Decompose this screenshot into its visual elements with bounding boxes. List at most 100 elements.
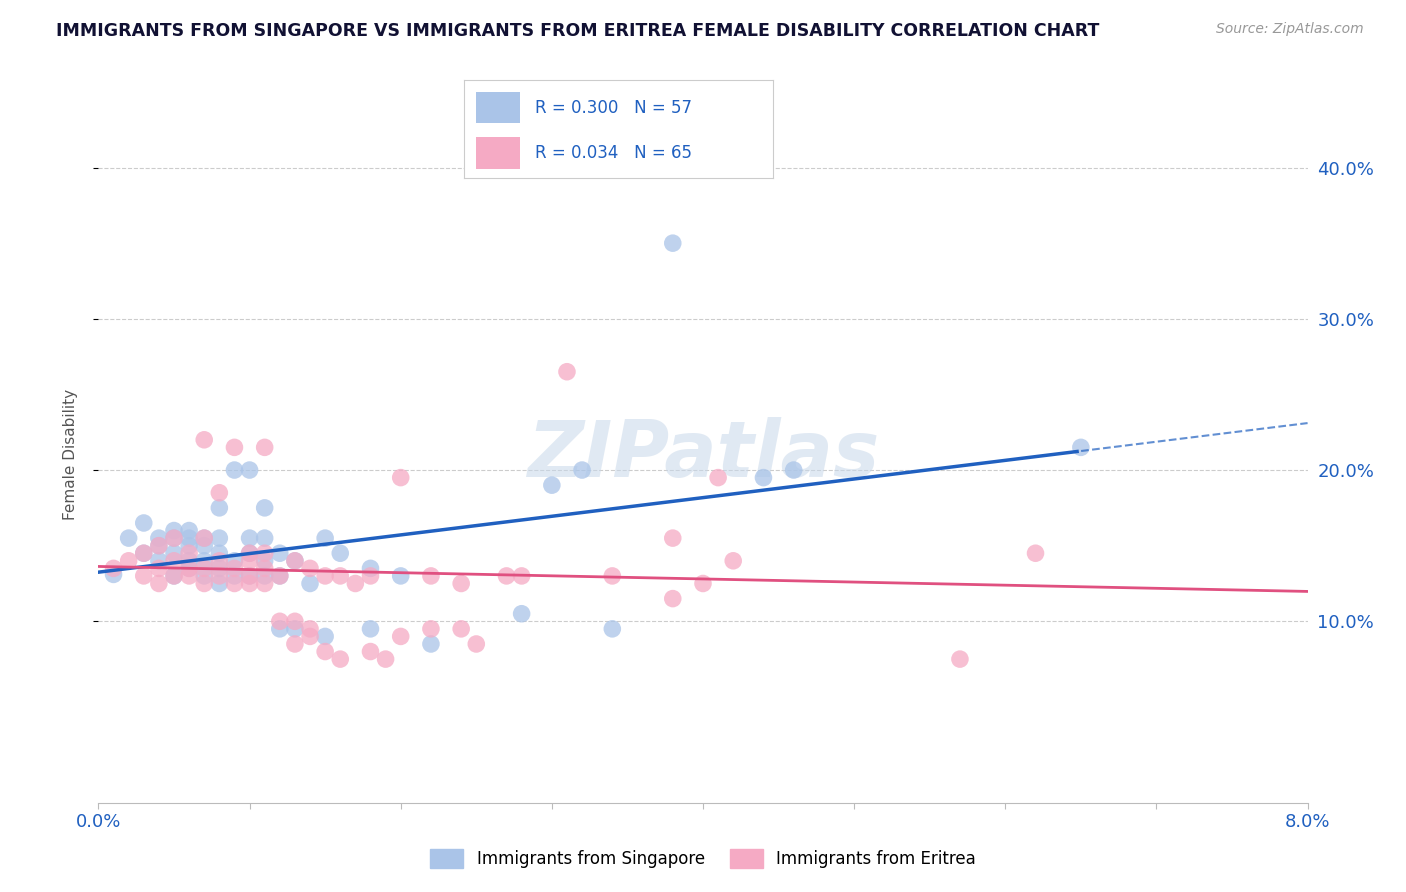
Point: [253, 561, 276, 575]
Point: [571, 463, 593, 477]
Point: [269, 622, 291, 636]
Point: [208, 485, 231, 500]
Point: [239, 554, 262, 568]
Point: [208, 576, 231, 591]
Point: [269, 546, 291, 560]
Point: [208, 500, 231, 515]
Point: [132, 569, 155, 583]
Point: [783, 463, 806, 477]
Point: [193, 531, 215, 545]
Point: [208, 546, 231, 560]
Point: [132, 516, 155, 530]
Point: [148, 539, 170, 553]
Text: R = 0.034   N = 65: R = 0.034 N = 65: [536, 144, 692, 161]
Point: [602, 622, 624, 636]
Point: [253, 576, 276, 591]
Y-axis label: Female Disability: Female Disability: [63, 389, 77, 521]
Point: [239, 569, 262, 583]
Point: [1070, 441, 1092, 455]
Point: [193, 576, 215, 591]
Point: [253, 531, 276, 545]
Point: [314, 531, 336, 545]
Point: [299, 561, 322, 575]
Point: [389, 629, 412, 643]
Point: [389, 569, 412, 583]
Point: [193, 433, 215, 447]
Point: [208, 561, 231, 575]
Point: [253, 546, 276, 560]
Point: [662, 531, 685, 545]
Point: [179, 539, 201, 553]
FancyBboxPatch shape: [477, 137, 520, 169]
Point: [253, 554, 276, 568]
Point: [208, 569, 231, 583]
Point: [284, 615, 307, 629]
Point: [662, 591, 685, 606]
Point: [1025, 546, 1047, 560]
Point: [329, 652, 352, 666]
Point: [662, 236, 685, 251]
Point: [163, 524, 186, 538]
Point: [179, 546, 201, 560]
Point: [179, 569, 201, 583]
Text: Source: ZipAtlas.com: Source: ZipAtlas.com: [1216, 22, 1364, 37]
Point: [103, 561, 125, 575]
Point: [269, 569, 291, 583]
FancyBboxPatch shape: [477, 92, 520, 123]
Point: [239, 531, 262, 545]
Point: [284, 554, 307, 568]
Point: [179, 561, 201, 575]
Point: [118, 554, 141, 568]
Point: [602, 569, 624, 583]
Point: [253, 569, 276, 583]
Point: [450, 576, 472, 591]
Point: [224, 554, 246, 568]
Point: [949, 652, 972, 666]
Point: [253, 441, 276, 455]
Point: [208, 531, 231, 545]
Point: [510, 569, 533, 583]
Point: [253, 500, 276, 515]
Point: [360, 561, 382, 575]
Point: [284, 554, 307, 568]
Point: [329, 569, 352, 583]
Point: [299, 576, 322, 591]
Point: [360, 622, 382, 636]
Point: [132, 546, 155, 560]
Point: [148, 531, 170, 545]
Point: [224, 569, 246, 583]
Point: [495, 569, 517, 583]
Point: [284, 637, 307, 651]
Point: [224, 441, 246, 455]
Point: [179, 524, 201, 538]
Point: [707, 470, 730, 484]
Point: [329, 546, 352, 560]
Point: [148, 554, 170, 568]
Point: [239, 546, 262, 560]
Point: [163, 569, 186, 583]
Point: [692, 576, 714, 591]
Point: [148, 539, 170, 553]
Point: [163, 569, 186, 583]
Point: [148, 576, 170, 591]
Point: [239, 576, 262, 591]
Point: [420, 637, 443, 651]
Point: [239, 546, 262, 560]
Point: [163, 546, 186, 560]
Point: [148, 561, 170, 575]
Point: [723, 554, 745, 568]
Point: [314, 629, 336, 643]
Point: [420, 622, 443, 636]
Point: [752, 470, 775, 484]
Point: [314, 644, 336, 658]
Point: [299, 622, 322, 636]
Point: [118, 531, 141, 545]
Point: [163, 554, 186, 568]
Point: [163, 531, 186, 545]
Point: [269, 569, 291, 583]
Point: [239, 463, 262, 477]
Point: [239, 569, 262, 583]
Point: [193, 554, 215, 568]
Point: [299, 629, 322, 643]
Point: [360, 644, 382, 658]
